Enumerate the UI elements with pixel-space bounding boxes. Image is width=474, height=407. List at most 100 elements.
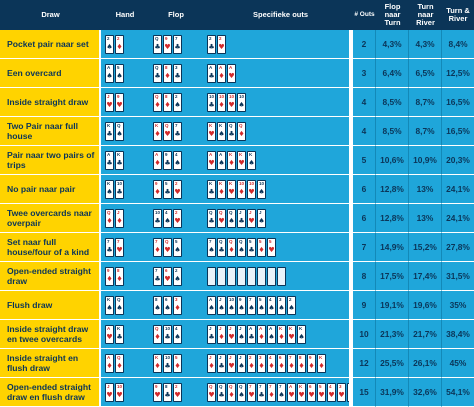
card-suit-icon: ♦ — [106, 216, 113, 225]
card-suit-icon: ♥ — [268, 245, 275, 254]
playing-card: 3 ♦ — [173, 295, 182, 315]
playing-card: 6 ♦ — [277, 353, 286, 373]
card-suit-icon: ♠ — [116, 129, 123, 138]
card-suit-icon: ♥ — [248, 216, 255, 225]
card-suit-icon: ♣ — [116, 158, 123, 167]
playing-card: 7 ♥ — [247, 382, 256, 402]
card-suit-icon: ♠ — [228, 303, 235, 312]
flop-to-turn-pct: 4,3% — [376, 30, 409, 59]
card-suit-icon: ♦ — [238, 187, 245, 196]
playing-card: 5 ♠ — [257, 295, 266, 315]
draw-name: Open-ended straight draw en flush draw — [0, 378, 101, 407]
card-rank: K — [107, 296, 111, 302]
turn-and-river-pct: 20,3% — [442, 146, 474, 175]
playing-card: 2 ♥ — [173, 382, 182, 402]
card-rank: J — [239, 354, 242, 360]
playing-card: 5 ♥ — [267, 237, 276, 257]
playing-card: 10 ♦ — [217, 92, 226, 112]
hand-cards: A ♠ 5 ♠ — [101, 59, 149, 88]
playing-card: 4 ♠ — [173, 150, 182, 170]
turn-and-river-pct: 27,8% — [442, 233, 474, 262]
card-rank: K — [107, 122, 111, 128]
turn-and-river-pct: 45% — [442, 349, 474, 378]
playing-card: 2 ♥ — [173, 179, 182, 199]
playing-card: 7 ♠ — [277, 382, 286, 402]
card-rank: 10 — [259, 180, 265, 186]
card-rank: J — [209, 354, 212, 360]
card-suit-icon: ♦ — [154, 187, 161, 196]
playing-card — [207, 266, 216, 286]
card-suit-icon: ♠ — [238, 332, 245, 341]
card-rank: J — [239, 209, 242, 215]
card-rank: 2 — [175, 209, 178, 215]
card-rank: 5 — [117, 64, 120, 70]
card-rank: A — [155, 151, 159, 157]
playing-card: 9 ♥ — [115, 92, 124, 112]
card-rank: 9 — [155, 383, 158, 389]
table-row: Pocket pair naar set 2 ♠ 2 ♦ Q ♣ 9 ♥ 7 ♣ 2 ♣ 2 ♥ 2 4,3% 4… — [0, 30, 474, 59]
card-rank: A — [289, 383, 293, 389]
card-suit-icon: ♦ — [248, 361, 255, 370]
card-suit-icon: ♥ — [318, 390, 325, 399]
card-rank: A — [209, 151, 213, 157]
playing-card: J ♠ — [217, 295, 226, 315]
card-rank: K — [279, 325, 283, 331]
card-rank: A — [249, 325, 253, 331]
card-suit-icon: ♠ — [208, 303, 215, 312]
playing-card: 3 ♠ — [277, 295, 286, 315]
playing-card: 8 ♦ — [163, 92, 172, 112]
playing-card: 7 ♣ — [105, 237, 114, 257]
outs-count: 2 — [353, 30, 376, 59]
card-rank: A — [219, 151, 223, 157]
playing-card: Q ♦ — [227, 382, 236, 402]
playing-card: Q ♦ — [237, 121, 246, 141]
card-suit-icon: ♥ — [116, 245, 123, 254]
specific-outs-cards: Q♥Q♣Q♦Q♠7♥7♣7♦7♠A♥K♥6♥5♥4♥3♥J♥ — [203, 378, 353, 407]
playing-card: J♥ — [105, 92, 114, 112]
turn-to-river-pct: 17,4% — [409, 262, 442, 291]
playing-card: Q ♣ — [153, 34, 162, 54]
specific-outs-cards: A ♣ A ♦ A ♥ — [203, 59, 353, 88]
hand-cards: K ♠ 10 ♣ — [101, 175, 149, 204]
playing-card: 9 ♦ — [105, 266, 114, 286]
playing-card: J ♦ — [217, 324, 226, 344]
card-suit-icon: ♠ — [278, 390, 285, 399]
card-suit-icon: ♦ — [116, 274, 123, 283]
card-rank: Q — [107, 209, 111, 215]
card-suit-icon: ♥ — [218, 216, 225, 225]
card-suit-icon: ♥ — [248, 390, 255, 399]
card-suit-icon: ♠ — [174, 332, 181, 341]
card-suit-icon: ♦ — [258, 361, 265, 370]
card-suit-icon: ♥ — [228, 187, 235, 196]
specific-outs-cards: 10 ♣ 10 ♦ 10 ♥ 10 ♠ — [203, 88, 353, 117]
playing-card: 5 ♦ — [257, 237, 266, 257]
card-suit-icon: ♥ — [328, 390, 335, 399]
card-suit-icon: ♦ — [154, 129, 161, 138]
card-suit-icon: ♠ — [174, 274, 181, 283]
playing-card: K ♣ — [115, 324, 124, 344]
card-suit-icon: ♠ — [238, 303, 245, 312]
card-rank: K — [117, 325, 121, 331]
playing-card: 4 ♠ — [267, 295, 276, 315]
hand-cards: 9 ♦ 8 ♦ — [101, 262, 149, 291]
card-suit-icon: ♥ — [308, 390, 315, 399]
playing-card: 10 ♣ — [163, 324, 172, 344]
playing-card: A ♣ — [247, 324, 256, 344]
card-suit-icon: ♥ — [288, 332, 295, 341]
playing-card: A ♥ — [287, 382, 296, 402]
flop-to-turn-pct: 21,3% — [376, 320, 409, 349]
hand-cards: 7 ♣ 7 ♥ — [101, 233, 149, 262]
specific-outs-cards: 7 ♠ Q ♣ Q ♦ Q ♠ 5 ♣ 5 ♦ 5 ♥ — [203, 233, 353, 262]
turn-and-river-pct: 38,4% — [442, 320, 474, 349]
playing-card: A ♠ — [267, 324, 276, 344]
playing-card — [217, 266, 226, 286]
turn-to-river-pct: 21,7% — [409, 320, 442, 349]
playing-card: K ♠ — [297, 324, 306, 344]
card-rank: 9 — [239, 296, 242, 302]
outs-count: 10 — [353, 320, 376, 349]
card-rank: K — [249, 151, 253, 157]
card-rank: A — [219, 64, 223, 70]
playing-card — [227, 266, 236, 286]
playing-card: 4 ♦ — [267, 353, 276, 373]
card-suit-icon: ♣ — [116, 187, 123, 196]
